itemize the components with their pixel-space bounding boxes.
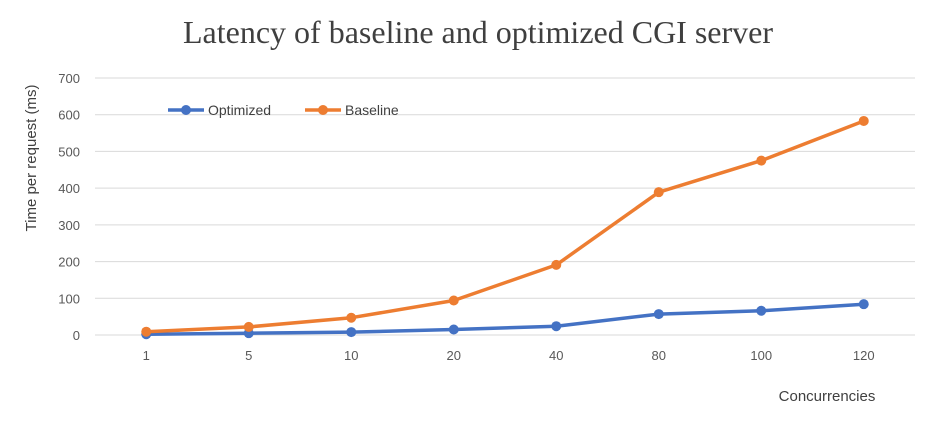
- data-point-baseline: [653, 187, 664, 198]
- x-tick-label: 1: [143, 348, 150, 363]
- data-point-baseline: [756, 155, 767, 166]
- data-point-optimized: [653, 309, 664, 320]
- x-tick-label: 100: [750, 348, 772, 363]
- data-point-optimized: [756, 305, 767, 316]
- x-axis-title: Concurrencies: [779, 388, 876, 405]
- x-axis-ticks: 1 5 10 20 40 80 100 120: [143, 348, 875, 363]
- y-tick-label: 0: [73, 328, 80, 343]
- x-tick-label: 80: [652, 348, 666, 363]
- x-tick-label: 120: [853, 348, 875, 363]
- legend-item-baseline: Baseline: [305, 102, 399, 118]
- data-point-optimized: [448, 324, 459, 335]
- legend-label-optimized: Optimized: [208, 102, 271, 118]
- data-point-baseline: [448, 295, 459, 306]
- y-tick-label: 200: [58, 255, 80, 270]
- legend-marker-optimized: [181, 105, 191, 115]
- legend-label-baseline: Baseline: [345, 102, 399, 118]
- series-line-optimized: [144, 302, 866, 337]
- data-point-optimized: [346, 327, 357, 338]
- legend: Optimized Baseline: [168, 102, 399, 118]
- y-tick-label: 700: [58, 71, 80, 86]
- series-lines: [144, 119, 866, 337]
- data-point-baseline: [141, 326, 152, 337]
- data-point-baseline: [346, 312, 357, 323]
- x-tick-label: 10: [344, 348, 358, 363]
- series-points: [141, 115, 869, 340]
- x-tick-label: 20: [447, 348, 461, 363]
- data-point-baseline: [243, 321, 254, 332]
- chart-title: Latency of baseline and optimized CGI se…: [183, 14, 773, 50]
- y-tick-label: 600: [58, 108, 80, 123]
- data-point-baseline: [858, 115, 869, 126]
- legend-item-optimized: Optimized: [168, 102, 271, 118]
- legend-marker-baseline: [318, 105, 328, 115]
- x-tick-label: 5: [245, 348, 252, 363]
- y-tick-label: 300: [58, 218, 80, 233]
- y-tick-label: 400: [58, 181, 80, 196]
- y-axis-title: Time per request (ms): [23, 85, 40, 232]
- data-point-optimized: [551, 321, 562, 332]
- data-point-optimized: [858, 299, 869, 310]
- y-tick-label: 100: [58, 291, 80, 306]
- x-tick-label: 40: [549, 348, 563, 363]
- y-tick-label: 500: [58, 144, 80, 159]
- y-axis-ticks: 0 100 200 300 400 500 600 700: [58, 71, 80, 343]
- series-line-baseline: [144, 119, 866, 334]
- data-point-baseline: [551, 259, 562, 270]
